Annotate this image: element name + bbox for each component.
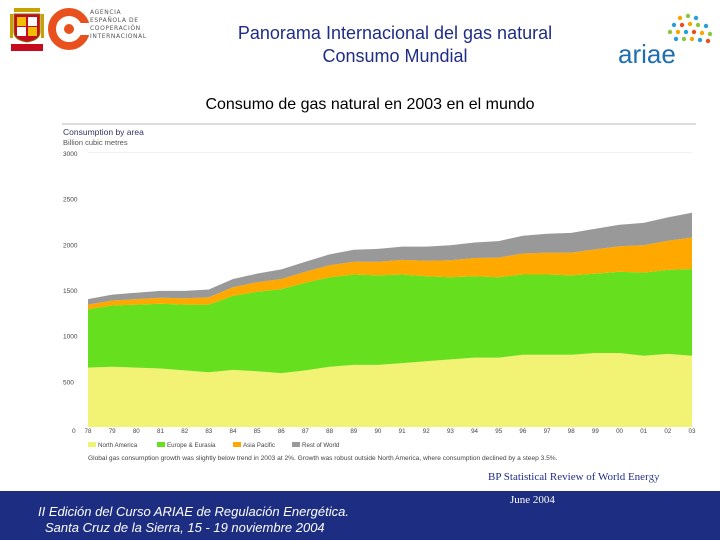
y-tick-label: 500 bbox=[63, 379, 74, 386]
x-tick-label: 83 bbox=[205, 428, 212, 435]
chart-note: Global gas consumption growth was slight… bbox=[88, 455, 558, 462]
spain-ministry-logo bbox=[10, 8, 44, 51]
y-tick-label: 1500 bbox=[63, 288, 78, 295]
consumption-chart: Consumption by area Billion cubic metres… bbox=[62, 123, 696, 462]
chart-heading: Consumo de gas natural en 2003 en el mun… bbox=[205, 96, 535, 113]
x-tick-label: 02 bbox=[664, 428, 671, 435]
x-tick-label: 79 bbox=[109, 428, 116, 435]
ariae-wordmark: ariae bbox=[618, 39, 676, 68]
legend-swatch bbox=[233, 442, 241, 447]
ariae-dots-icon bbox=[667, 13, 713, 44]
title-line-2: Consumo Mundial bbox=[322, 46, 468, 66]
stacked-areas bbox=[88, 153, 692, 427]
x-tick-label: 91 bbox=[399, 428, 406, 435]
legend-swatch bbox=[88, 442, 96, 447]
area-asia-pacific bbox=[88, 237, 692, 310]
agency-name: AGENCIA ESPAÑOLA DE COOPERACIÓN INTERNAC… bbox=[90, 9, 147, 40]
title-line-1: Panorama Internacional del gas natural bbox=[237, 23, 553, 43]
x-tick-label: 90 bbox=[374, 428, 381, 435]
footer-venue: Santa Cruz de la Sierra, 15 - 19 noviemb… bbox=[45, 520, 325, 535]
x-tick-label: 89 bbox=[350, 428, 357, 435]
y-tick-labels: 3000 2500 2000 1500 1000 500 0 bbox=[63, 151, 78, 435]
x-tick-labels: 78 79 80 81 82 83 84 85 86 87 88 89 90 91 92 93 94 95 96 97… bbox=[85, 428, 696, 435]
x-tick-label: 00 bbox=[616, 428, 623, 435]
chart-title: Consumption by area bbox=[63, 127, 144, 137]
y-tick-label: 0 bbox=[72, 428, 76, 435]
y-tick-label: 2000 bbox=[63, 242, 78, 249]
area-rest-of-world bbox=[88, 212, 692, 305]
legend-label: Asia Pacific bbox=[243, 442, 275, 449]
x-tick-label: 80 bbox=[133, 428, 140, 435]
legend-label: North America bbox=[98, 442, 138, 449]
x-tick-label: 88 bbox=[326, 428, 333, 435]
legend-label: Rest of World bbox=[302, 442, 340, 449]
x-tick-label: 95 bbox=[495, 428, 502, 435]
legend-swatch bbox=[292, 442, 300, 447]
y-tick-label: 2500 bbox=[63, 197, 78, 204]
x-tick-label: 84 bbox=[230, 428, 237, 435]
x-tick-label: 87 bbox=[302, 428, 309, 435]
source-citation: BP Statistical Review of World Energy bbox=[488, 471, 660, 483]
aecid-logo bbox=[48, 8, 94, 50]
x-tick-label: 82 bbox=[181, 428, 188, 435]
y-tick-label: 3000 bbox=[63, 151, 78, 158]
x-tick-label: 99 bbox=[592, 428, 599, 435]
page-number: 17 bbox=[646, 469, 658, 483]
footer-date: June 2004 bbox=[510, 494, 555, 506]
footer-bar bbox=[0, 491, 720, 540]
x-tick-label: 03 bbox=[689, 428, 696, 435]
x-tick-label: 98 bbox=[568, 428, 575, 435]
page-title: Panorama Internacional del gas natural C… bbox=[200, 22, 590, 68]
chart-legend: North America Europe & Eurasia Asia Pacifi… bbox=[88, 442, 340, 449]
x-tick-label: 97 bbox=[544, 428, 551, 435]
x-tick-label: 92 bbox=[423, 428, 430, 435]
footer-course-title: II Edición del Curso ARIAE de Regulación… bbox=[38, 504, 349, 519]
x-tick-label: 01 bbox=[640, 428, 647, 435]
x-tick-label: 86 bbox=[278, 428, 285, 435]
legend-label: Europe & Eurasia bbox=[167, 442, 216, 449]
x-tick-label: 85 bbox=[254, 428, 261, 435]
x-tick-label: 78 bbox=[85, 428, 92, 435]
legend-swatch bbox=[157, 442, 165, 447]
y-tick-label: 1000 bbox=[63, 334, 78, 341]
x-tick-label: 81 bbox=[157, 428, 164, 435]
x-tick-label: 93 bbox=[447, 428, 454, 435]
ariae-logo: ariae bbox=[618, 13, 713, 68]
area-north-america bbox=[88, 353, 692, 427]
area-europe-eurasia bbox=[88, 269, 692, 374]
x-tick-label: 94 bbox=[471, 428, 478, 435]
x-tick-label: 96 bbox=[519, 428, 526, 435]
y-axis-label: Billion cubic metres bbox=[63, 138, 128, 147]
